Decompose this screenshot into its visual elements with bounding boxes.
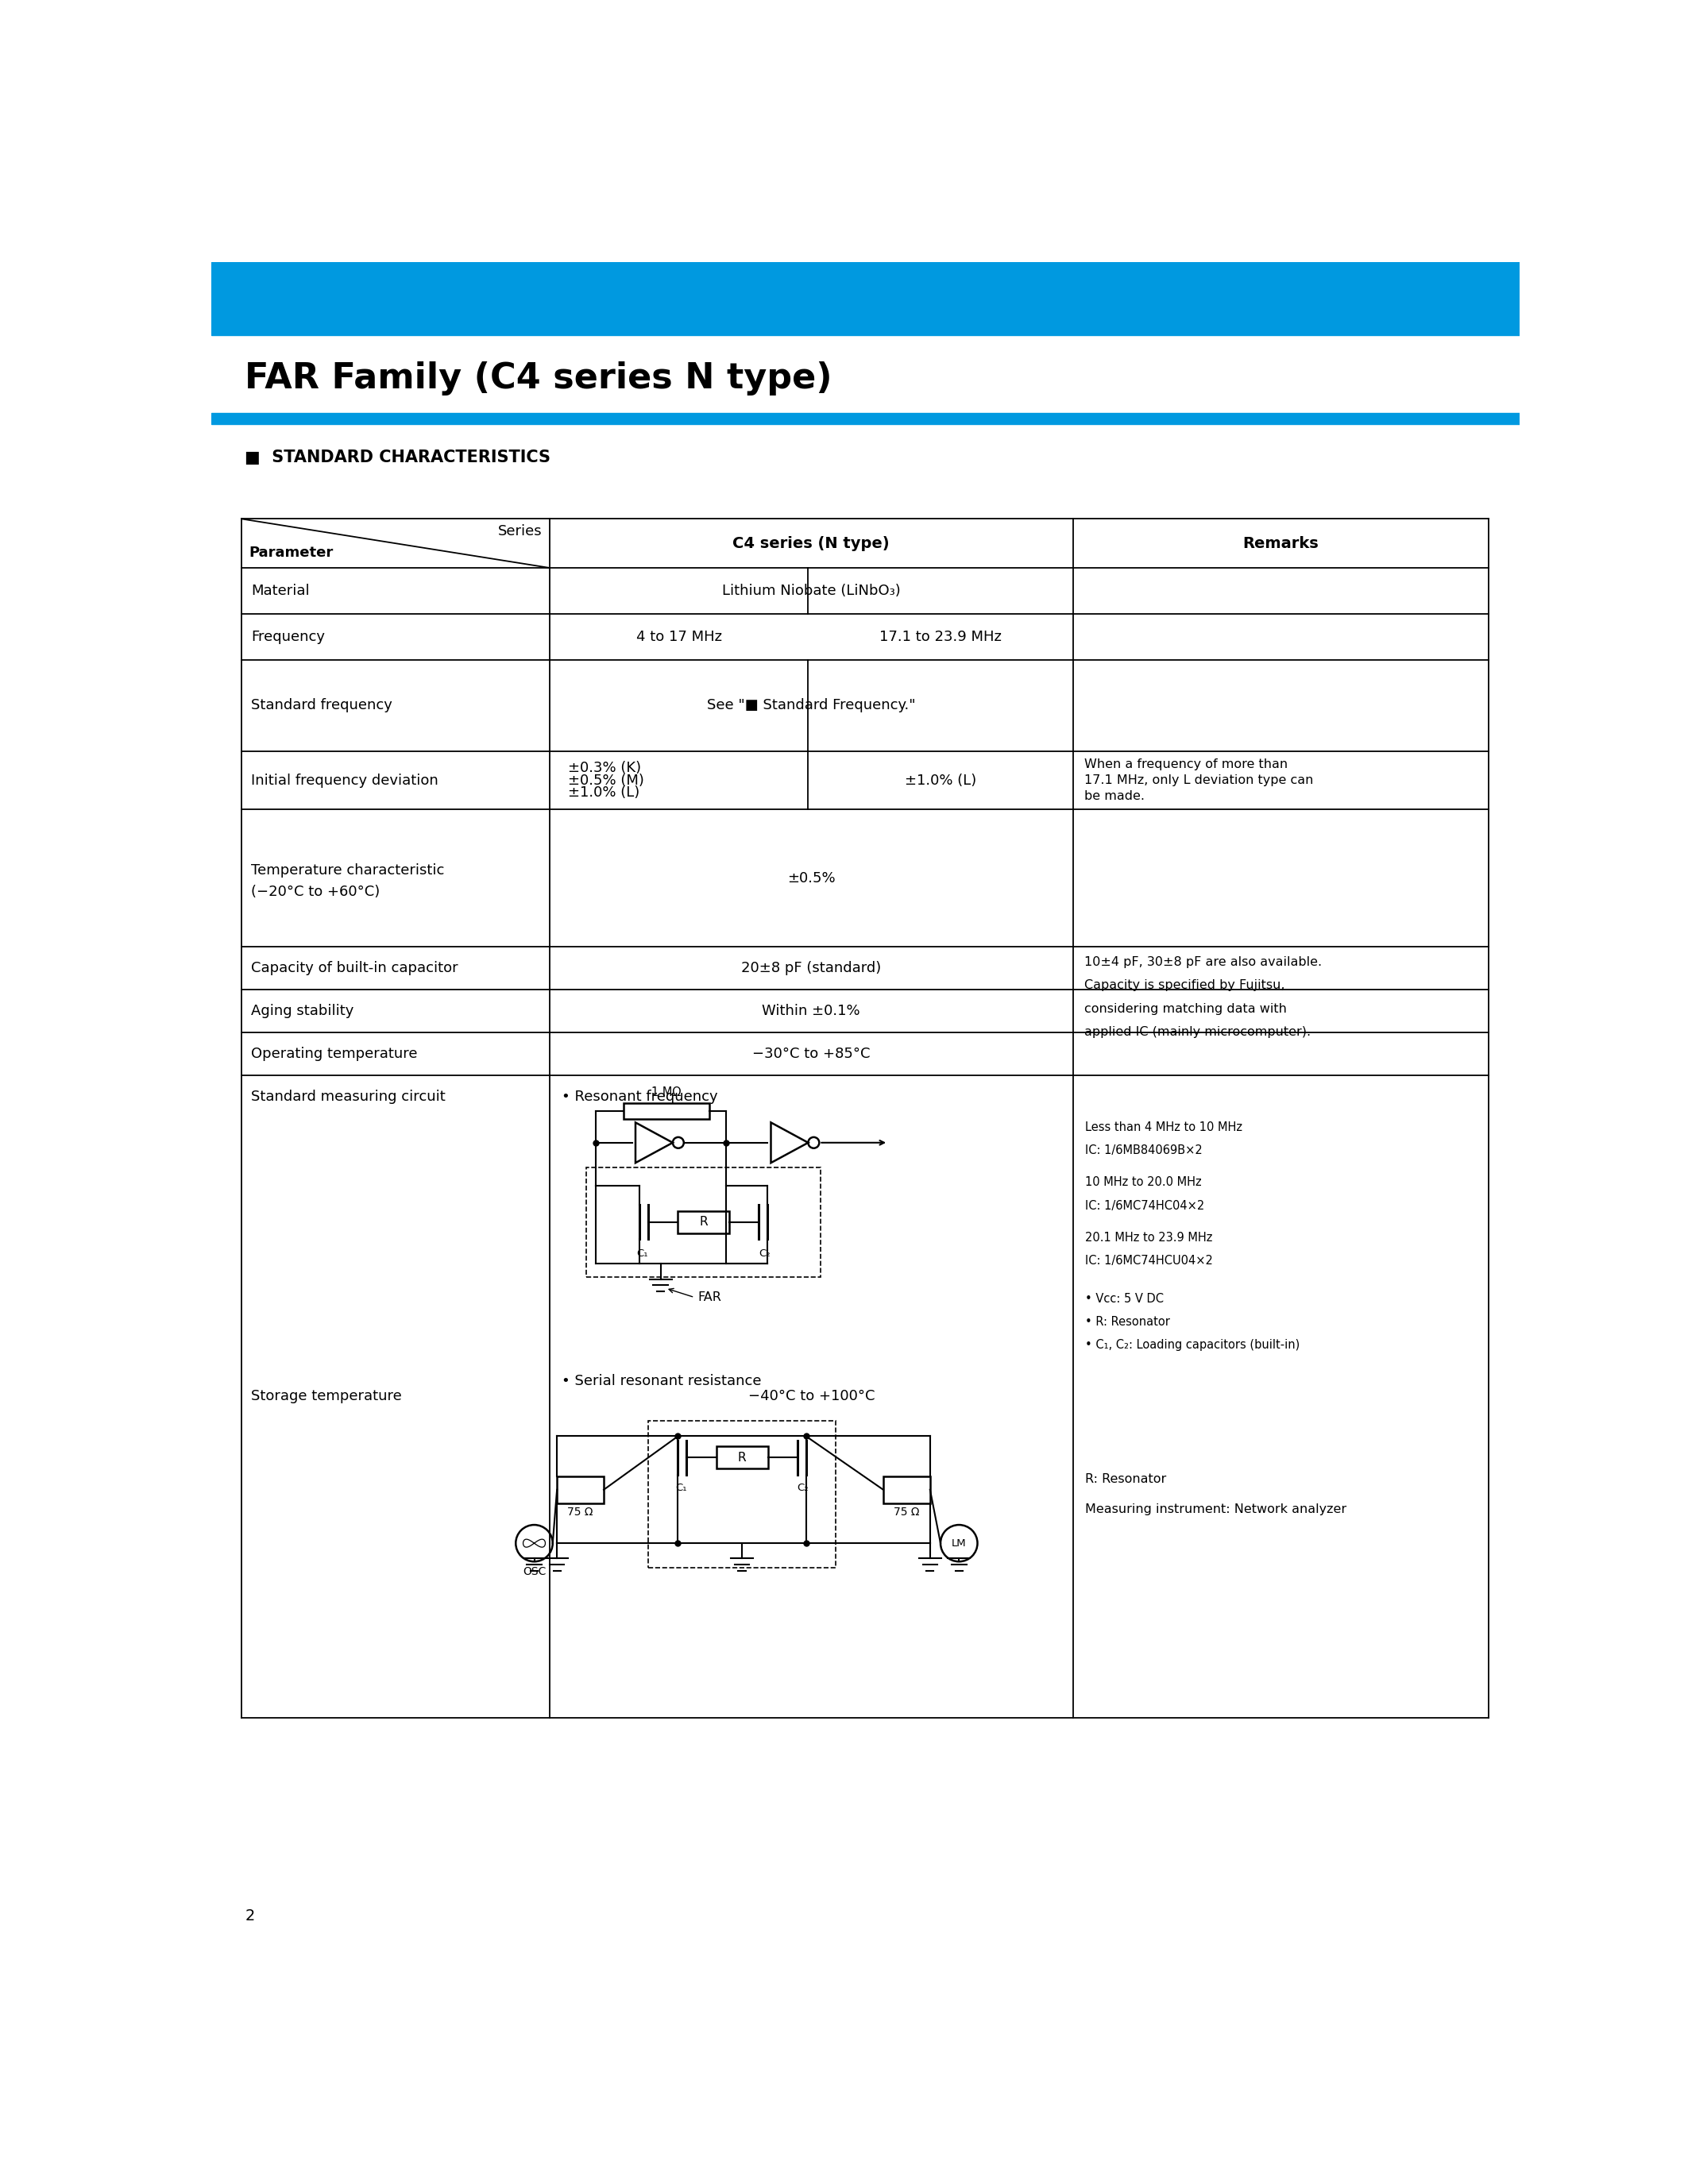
Text: Material: Material	[252, 583, 309, 598]
Text: IC: 1/6MC74HC04×2: IC: 1/6MC74HC04×2	[1085, 1199, 1205, 1212]
Text: Series: Series	[498, 524, 542, 537]
Bar	[586, 1166, 820, 1278]
Text: 20.1 MHz to 23.9 MHz: 20.1 MHz to 23.9 MHz	[1085, 1232, 1212, 1243]
Bar	[677, 1212, 729, 1234]
Text: Temperature characteristic: Temperature characteristic	[252, 863, 444, 878]
Text: • Serial resonant resistance: • Serial resonant resistance	[562, 1374, 761, 1389]
Text: 17.1 MHz, only L deviation type can: 17.1 MHz, only L deviation type can	[1084, 775, 1313, 786]
Text: Standard frequency: Standard frequency	[252, 699, 392, 712]
Text: Capacity is specified by Fujitsu,: Capacity is specified by Fujitsu,	[1084, 981, 1285, 992]
Text: FAR: FAR	[697, 1291, 721, 1304]
Bar	[648, 1422, 836, 1568]
Text: Parameter: Parameter	[250, 546, 334, 559]
Text: • R: Resonator: • R: Resonator	[1085, 1317, 1170, 1328]
Text: • Resonant frequency: • Resonant frequency	[562, 1090, 717, 1103]
Bar	[211, 413, 1519, 424]
Text: be made.: be made.	[1084, 791, 1144, 802]
Bar	[557, 1476, 604, 1503]
Text: Within ±0.1%: Within ±0.1%	[763, 1005, 861, 1018]
Text: C4 series (N type): C4 series (N type)	[733, 535, 890, 550]
Text: OSC: OSC	[523, 1566, 545, 1577]
Text: 17.1 to 23.9 MHz: 17.1 to 23.9 MHz	[879, 629, 1001, 644]
Text: Less than 4 MHz to 10 MHz: Less than 4 MHz to 10 MHz	[1085, 1120, 1242, 1133]
Text: Operating temperature: Operating temperature	[252, 1046, 417, 1061]
Text: Standard measuring circuit: Standard measuring circuit	[252, 1090, 446, 1103]
Text: Initial frequency deviation: Initial frequency deviation	[252, 773, 439, 788]
Bar	[211, 262, 1519, 336]
Text: ■  STANDARD CHARACTERISTICS: ■ STANDARD CHARACTERISTICS	[245, 450, 550, 465]
Text: Frequency: Frequency	[252, 629, 324, 644]
Text: IC: 1/6MC74HCU04×2: IC: 1/6MC74HCU04×2	[1085, 1256, 1214, 1267]
Text: FAR Family (C4 series N type): FAR Family (C4 series N type)	[245, 360, 832, 395]
Text: R: Resonator: R: Resonator	[1085, 1472, 1166, 1485]
Bar	[716, 1446, 768, 1468]
Text: 4 to 17 MHz: 4 to 17 MHz	[636, 629, 722, 644]
Text: Lithium Niobate (LiNbO₃): Lithium Niobate (LiNbO₃)	[722, 583, 900, 598]
Text: When a frequency of more than: When a frequency of more than	[1084, 758, 1288, 771]
Text: 20±8 pF (standard): 20±8 pF (standard)	[741, 961, 881, 976]
Text: 75 Ω: 75 Ω	[567, 1507, 592, 1518]
Text: ±1.0% (L): ±1.0% (L)	[569, 786, 640, 799]
Text: 10 MHz to 20.0 MHz: 10 MHz to 20.0 MHz	[1085, 1177, 1202, 1188]
Text: R: R	[699, 1216, 707, 1227]
Bar	[623, 1103, 709, 1118]
Text: R: R	[738, 1452, 746, 1463]
Text: Storage temperature: Storage temperature	[252, 1389, 402, 1404]
Text: C₂: C₂	[797, 1483, 809, 1494]
Text: C₁: C₁	[636, 1249, 648, 1258]
Text: Aging stability: Aging stability	[252, 1005, 354, 1018]
Text: 75 Ω: 75 Ω	[893, 1507, 920, 1518]
Text: ±0.3% (K): ±0.3% (K)	[569, 760, 641, 775]
Text: ±0.5%: ±0.5%	[787, 871, 836, 885]
Text: Measuring instrument: Network analyzer: Measuring instrument: Network analyzer	[1085, 1503, 1347, 1516]
Text: See "■ Standard Frequency.": See "■ Standard Frequency."	[707, 699, 915, 712]
Text: applied IC (mainly microcomputer).: applied IC (mainly microcomputer).	[1084, 1026, 1310, 1037]
Text: 10±4 pF, 30±8 pF are also available.: 10±4 pF, 30±8 pF are also available.	[1084, 957, 1322, 968]
Text: Remarks: Remarks	[1242, 535, 1318, 550]
Text: Capacity of built-in capacitor: Capacity of built-in capacitor	[252, 961, 457, 976]
Text: considering matching data with: considering matching data with	[1084, 1002, 1286, 1016]
Text: ±0.5% (M): ±0.5% (M)	[569, 773, 645, 788]
Text: • C₁, C₂: Loading capacitors (built-in): • C₁, C₂: Loading capacitors (built-in)	[1085, 1339, 1300, 1352]
Text: 2: 2	[245, 1909, 255, 1924]
Text: 1 MΩ: 1 MΩ	[652, 1088, 682, 1099]
Text: (−20°C to +60°C): (−20°C to +60°C)	[252, 885, 380, 900]
Text: • Vcc: 5 V DC: • Vcc: 5 V DC	[1085, 1293, 1163, 1304]
Text: C₂: C₂	[758, 1249, 770, 1258]
Text: LM: LM	[952, 1538, 966, 1548]
Text: −30°C to +85°C: −30°C to +85°C	[753, 1046, 871, 1061]
Text: IC: 1/6MB84069B×2: IC: 1/6MB84069B×2	[1085, 1144, 1202, 1158]
Text: C₁: C₁	[675, 1483, 687, 1494]
Bar	[883, 1476, 930, 1503]
Text: −40°C to +100°C: −40°C to +100°C	[748, 1389, 874, 1404]
Text: ±1.0% (L): ±1.0% (L)	[905, 773, 976, 788]
